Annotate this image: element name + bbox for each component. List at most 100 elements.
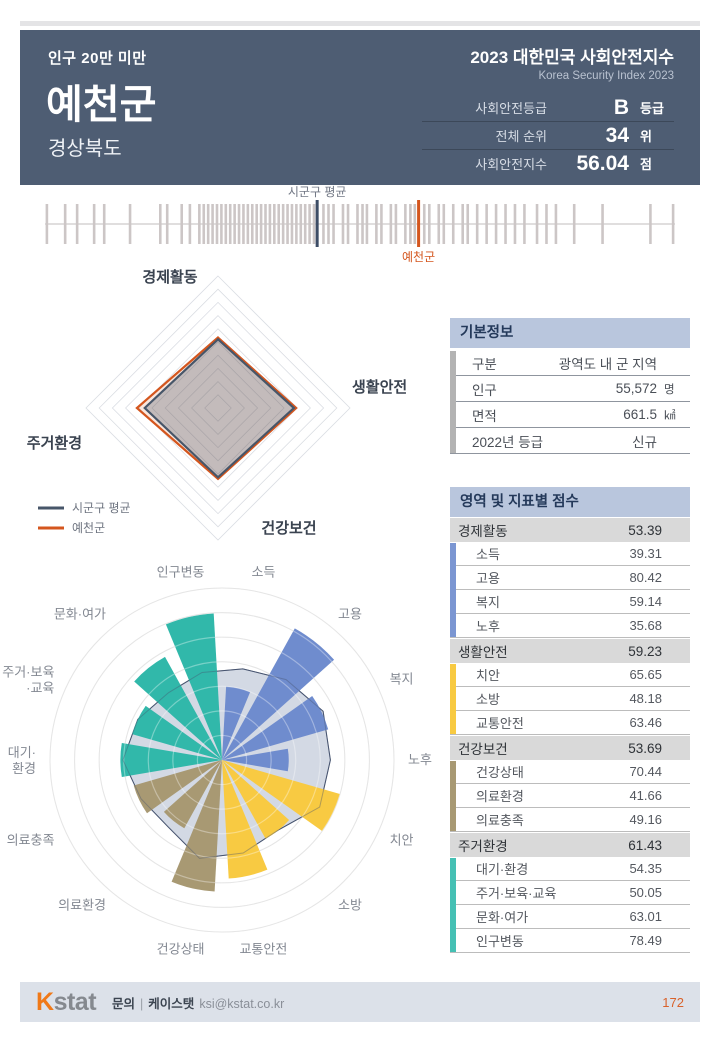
rose-label-의료환경: 의료환경 [58, 897, 106, 912]
rose-bar-고용 [222, 628, 335, 760]
score-group: 경제활동 53.39 소득 39.31 고용 80.42 복지 59.14 노후 35.68 [450, 518, 690, 638]
group-color-bar [450, 664, 456, 734]
row-label: 노후 [476, 619, 500, 634]
basic-info-panel: 기본정보 구분 광역도 내 군 지역 인구 55,572 명 면적 661.5 ㎢ 2022년 … [450, 318, 690, 454]
row-label: 인구변동 [476, 934, 524, 949]
program-subtitle: Korea Security Index 2023 [538, 70, 674, 82]
county-title: 예천군 [46, 83, 157, 127]
stat-value: 34 [605, 123, 629, 147]
basic-info-rows: 구분 광역도 내 군 지역 인구 55,572 명 면적 661.5 ㎢ 2022년 등급 신규 [450, 350, 690, 454]
section-row: 주거환경 61.43 [450, 833, 690, 857]
table-row: 인구변동 78.49 [450, 929, 690, 953]
rose-label-의료충족: 의료충족 [7, 833, 55, 848]
rose-bar-대기·환경 [120, 743, 222, 777]
row-label: 문화·여가 [476, 910, 529, 925]
contact-info: 문의 | 케이스탯 ksi@kstat.co.kr [112, 993, 662, 1012]
rose-label-인구변동: 인구변동 [157, 565, 205, 580]
row-value: 661.5 [623, 407, 657, 422]
row-value: 35.68 [629, 618, 662, 633]
table-row: 문화·여가 63.01 [450, 905, 690, 929]
table-row: 주거·보육·교육 50.05 [450, 881, 690, 905]
report-header: 인구 20만 미만 예천군 경상북도 2023 대한민국 사회안전지수 Kore… [20, 30, 700, 185]
section-name: 생활안전 [458, 645, 508, 660]
program-block: 2023 대한민국 사회안전지수 Korea Security Index 20… [470, 43, 674, 82]
rose-label-치안: 치안 [390, 833, 414, 848]
row-value: 59.14 [629, 594, 662, 609]
row-value: 49.16 [629, 812, 662, 827]
rose-label-소득: 소득 [251, 565, 275, 580]
stat-row: 전체 순위 34 위 [422, 121, 674, 149]
rose-label-노후: 노후 [408, 752, 432, 767]
row-label: 의료환경 [476, 789, 524, 804]
rose-bar-소득 [222, 686, 251, 760]
stat-value: 56.04 [576, 151, 629, 175]
rose-label-주거·보육·교육: 주거·보육 ·교육 [2, 664, 54, 695]
row-value: 63.46 [629, 715, 662, 730]
stat-row: 사회안전등급 B 등급 [422, 94, 674, 121]
table-row: 교통안전 63.46 [450, 711, 690, 735]
province-label: 경상북도 [48, 138, 122, 160]
row-value: 광역도 내 군 지역 [558, 356, 657, 372]
table-row: 건강상태 70.44 [450, 760, 690, 784]
stat-row: 사회안전지수 56.04 점 [422, 149, 674, 177]
table-row: 의료충족 49.16 [450, 808, 690, 832]
radar-axis-label: 건강보건 [261, 519, 316, 537]
section-row: 건강보건 53.69 [450, 736, 690, 760]
row-value: 55,572 [615, 381, 657, 396]
section-score: 61.43 [628, 837, 662, 853]
rose-bar-소방 [222, 760, 290, 839]
group-color-bar [450, 858, 456, 952]
table-row: 2022년 등급 신규 [450, 428, 690, 454]
row-value: 80.42 [629, 570, 662, 585]
section-name: 경제활동 [458, 524, 508, 539]
stat-label: 전체 순위 [495, 129, 547, 144]
stat-label: 사회안전등급 [475, 101, 547, 116]
summary-stats: 사회안전등급 B 등급 전체 순위 34 위 사회안전지수 56.04 점 [422, 94, 674, 177]
rose-bar-건강상태 [171, 760, 222, 892]
contact-label: 문의 [112, 996, 136, 1011]
basic-info-title: 기본정보 [450, 318, 690, 348]
row-label: 2022년 등급 [472, 434, 544, 450]
section-score: 53.69 [628, 740, 662, 756]
score-group: 건강보건 53.69 건강상태 70.44 의료환경 41.66 의료충족 49.16 [450, 736, 690, 832]
table-row: 소방 48.18 [450, 687, 690, 711]
section-score: 59.23 [628, 643, 662, 659]
stat-unit: 등급 [640, 101, 664, 116]
basic-info-accent-bar [450, 351, 456, 453]
group-color-bar [450, 761, 456, 831]
row-value: 48.18 [629, 691, 662, 706]
table-row: 노후 35.68 [450, 614, 690, 638]
table-row: 소득 39.31 [450, 542, 690, 566]
rose-bar-문화·여가 [134, 656, 222, 760]
rose-bar-복지 [222, 696, 329, 760]
row-value: 41.66 [629, 788, 662, 803]
section-row: 경제활동 53.39 [450, 518, 690, 542]
row-label: 복지 [476, 595, 500, 610]
row-value: 50.05 [629, 885, 662, 900]
radar-axis-label: 경제활동 [142, 268, 197, 286]
table-row: 인구 55,572 명 [450, 376, 690, 402]
score-group: 주거환경 61.43 대기·환경 54.35 주거·보육·교육 50.05 문화·여가 63.… [450, 833, 690, 953]
table-row: 구분 광역도 내 군 지역 [450, 350, 690, 376]
row-unit: 명 [664, 383, 675, 396]
row-value: 39.31 [629, 546, 662, 561]
kstat-logo-k: K [36, 987, 54, 1016]
page-number: 172 [662, 994, 684, 1010]
row-label: 건강상태 [476, 765, 524, 780]
program-title: 2023 대한민국 사회안전지수 [470, 48, 674, 67]
rose-bar-인구변동 [165, 613, 222, 760]
rose-label-건강상태: 건강상태 [157, 941, 205, 956]
stat-unit: 위 [640, 129, 652, 144]
stat-label: 사회안전지수 [475, 157, 547, 172]
row-value: 63.01 [629, 909, 662, 924]
rose-bar-의료환경 [163, 760, 222, 829]
contact-separator: | [140, 996, 144, 1011]
legend-label: 시군구 평균 [72, 501, 131, 515]
row-label: 인구 [472, 382, 497, 398]
table-row: 대기·환경 54.35 [450, 857, 690, 881]
stat-value: B [613, 95, 629, 119]
rose-label-복지: 복지 [390, 671, 414, 686]
row-unit: ㎢ [664, 409, 676, 422]
